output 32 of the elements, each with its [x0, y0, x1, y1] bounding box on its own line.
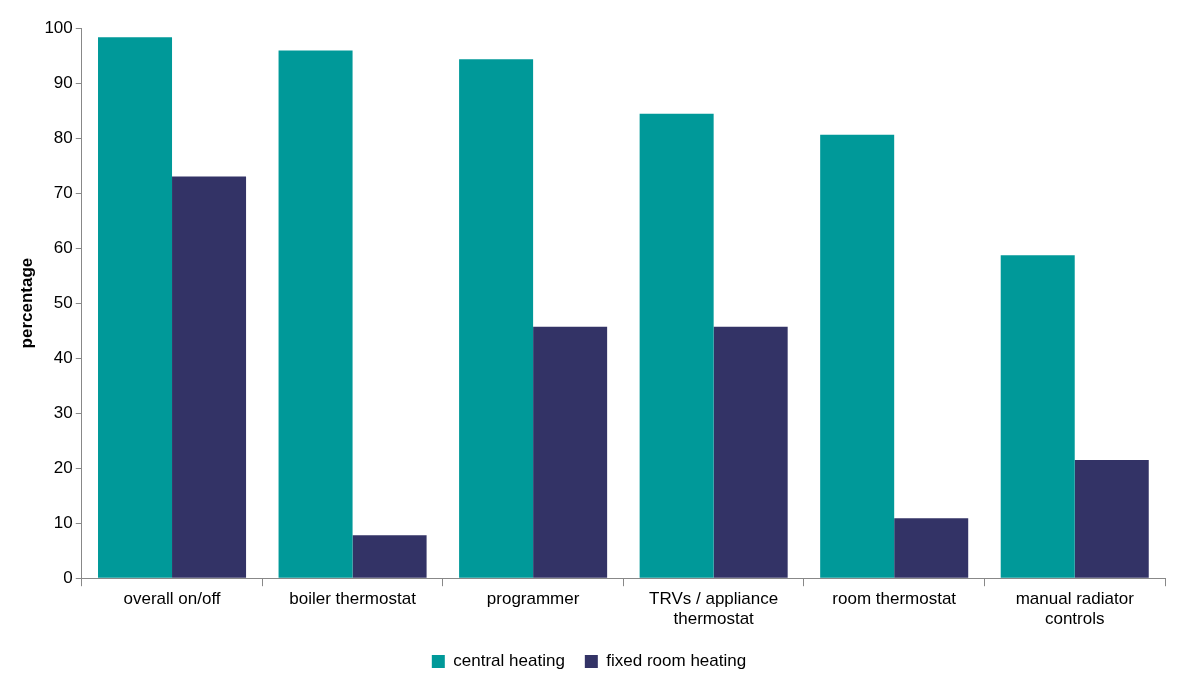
x-tick-label: TRVs / appliance thermostat — [649, 589, 779, 629]
x-tick-label: room thermostat — [832, 589, 957, 609]
legend-label: central heating — [453, 651, 565, 671]
y-tick-label: 50 — [53, 292, 73, 312]
bar — [172, 176, 247, 578]
bar — [713, 326, 788, 578]
bar — [639, 113, 714, 578]
y-tick-label: 60 — [53, 237, 73, 257]
y-tick-label: 80 — [53, 127, 73, 147]
y-tick-label: 0 — [63, 567, 73, 587]
bar — [533, 326, 608, 578]
x-tick-label: manual radiator controls — [1015, 589, 1135, 629]
y-tick-label: 90 — [53, 72, 73, 92]
y-tick-label: 10 — [53, 512, 73, 532]
y-tick-label: 100 — [44, 17, 73, 37]
bar — [352, 535, 427, 578]
y-axis-title: percentage — [16, 257, 36, 349]
x-tick-label: boiler thermostat — [289, 589, 417, 609]
legend-label: fixed room heating — [606, 651, 747, 671]
y-tick-label: 40 — [53, 347, 73, 367]
y-tick-label: 30 — [53, 402, 73, 422]
y-tick-label: 20 — [53, 457, 73, 477]
bar — [98, 37, 173, 578]
bar — [1000, 255, 1075, 578]
y-tick-label: 70 — [53, 182, 73, 202]
bar — [459, 59, 534, 578]
x-tick-label: programmer — [486, 589, 580, 609]
bar — [820, 134, 895, 578]
bar — [278, 50, 353, 578]
bar — [894, 518, 969, 578]
bar — [1074, 459, 1149, 578]
x-tick-label: overall on/off — [123, 589, 221, 609]
